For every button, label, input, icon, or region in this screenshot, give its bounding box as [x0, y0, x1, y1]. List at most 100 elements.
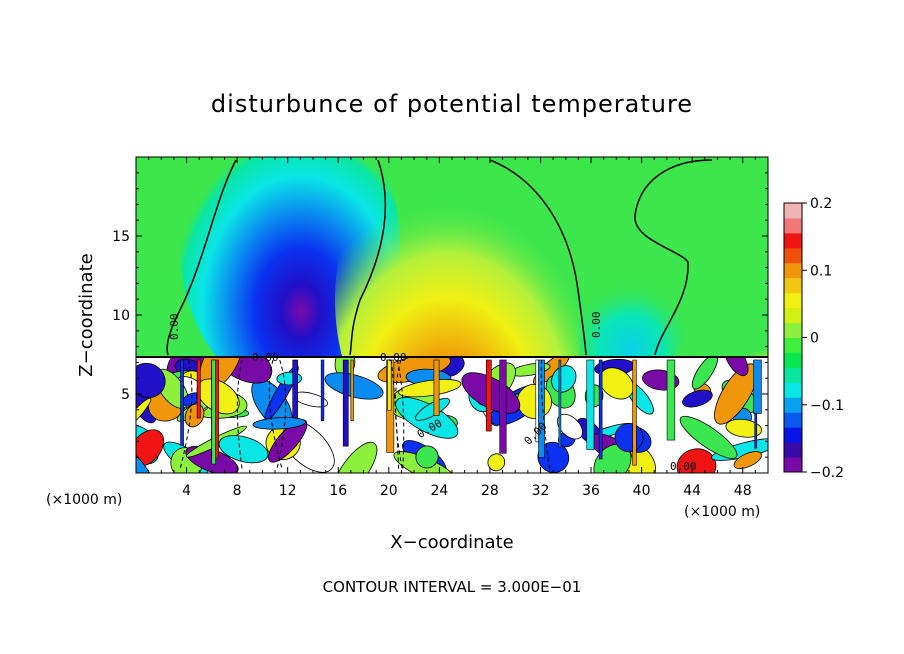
turbulent-contour — [396, 359, 405, 471]
turbulent-streak — [180, 359, 184, 446]
y-tick-label: 10 — [112, 308, 130, 324]
turbulent-cell — [398, 379, 462, 398]
x-axis: 4 8 12 16 20 24 28 32 36 40 44 48 — [148, 157, 756, 499]
colorbar-swatch — [784, 427, 802, 443]
x-tick-label: 28 — [481, 483, 499, 499]
turbulent-cell — [679, 415, 738, 459]
turbulent-layer — [136, 357, 768, 473]
x-unit-right: (×1000 m) — [684, 504, 760, 520]
turbulent-contour — [179, 359, 193, 471]
contour-label: 0.00 — [670, 460, 697, 473]
colorbar-swatch — [784, 457, 802, 473]
colorbar-ticks: 0.2 0.1 0 −0.1 −0.2 — [802, 196, 844, 481]
colorbar-swatch — [784, 322, 802, 338]
x-tick-label: 20 — [380, 483, 398, 499]
turbulent-cell — [252, 417, 306, 430]
turbulent-streak — [753, 359, 762, 414]
colorbar-tick-label: 0 — [810, 331, 819, 347]
x-tick-label: 24 — [430, 483, 448, 499]
chart-title: disturbunce of potential temperature — [211, 90, 693, 118]
turbulent-streak — [387, 359, 392, 411]
colorbar-swatch — [784, 217, 802, 234]
colorbar-swatch — [784, 412, 802, 428]
colorbar-swatch — [784, 367, 802, 383]
turbulent-streak — [666, 359, 676, 441]
turbulent-streak — [499, 359, 507, 454]
turbulent-contour — [236, 359, 243, 471]
colorbar-swatch — [784, 442, 802, 458]
contour-label: 0.00 — [590, 312, 603, 339]
turbulent-cell — [691, 357, 719, 390]
turbulent-streak — [485, 359, 492, 432]
turbulent-contour — [268, 359, 283, 471]
colorbar-swatch — [784, 337, 802, 353]
turbulent-streak — [586, 359, 595, 450]
contour-label: 0.00 — [380, 351, 407, 364]
turbulent-cell — [725, 418, 763, 438]
turbulent-cell — [487, 453, 506, 472]
turbulent-cell — [276, 371, 303, 386]
x-tick-label: 48 — [734, 483, 752, 499]
colorbar-tick-label: −0.1 — [810, 398, 844, 414]
x-tick-label: 4 — [182, 483, 191, 499]
x-axis-label: X−coordinate — [390, 532, 513, 553]
turbulent-cell — [551, 365, 577, 393]
colorbar-swatch — [784, 397, 802, 413]
turbulent-streak — [632, 359, 637, 466]
colorbar-swatch — [784, 307, 802, 324]
x-tick-label: 44 — [683, 483, 701, 499]
colorbar-tick-label: 0.2 — [810, 196, 832, 212]
contour-interval: CONTOUR INTERVAL = 3.000E−01 — [323, 578, 582, 596]
colorbar-swatch — [784, 232, 802, 249]
turbulent-streak — [292, 359, 298, 418]
turbulent-streak — [211, 359, 216, 465]
contour-label: 0.00 — [168, 314, 181, 341]
y-tick-label: 15 — [112, 229, 130, 245]
turbulent-cell — [268, 419, 308, 463]
turbulent-cell — [733, 451, 763, 469]
turbulent-streak — [598, 359, 603, 460]
turbulent-cell — [724, 357, 749, 377]
x-tick-label: 8 — [233, 483, 242, 499]
colorbar-swatch — [784, 247, 802, 264]
turbulent-streak — [558, 359, 562, 448]
turbulent-contour — [390, 359, 400, 471]
y-axis-label: Z−coordinate — [76, 253, 97, 376]
turbulent-streak — [433, 359, 440, 417]
x-tick-label: 12 — [279, 483, 297, 499]
plot-area — [136, 157, 768, 473]
turbulent-contour — [276, 359, 287, 471]
colorbar-tick-label: −0.2 — [810, 465, 844, 481]
turbulent-cell — [676, 448, 717, 473]
colorbar — [784, 203, 802, 473]
colorbar-swatch — [784, 203, 802, 219]
turbulent-cell — [218, 435, 269, 464]
turbulent-streak — [196, 359, 201, 419]
colorbar-swatch — [784, 382, 802, 398]
y-tick-label: 5 — [121, 387, 130, 403]
turbulent-streak — [342, 359, 349, 447]
colorbar-swatch — [784, 292, 802, 309]
turbulent-cell — [333, 441, 378, 473]
colorbar-swatch — [784, 352, 802, 368]
turbulent-cell — [682, 389, 713, 408]
turbulent-streak — [320, 359, 325, 422]
positive-plume — [335, 157, 585, 357]
x-unit-left: (×1000 m) — [46, 492, 122, 508]
positive-edge-region — [700, 315, 768, 357]
contour-label: 0.00 — [252, 351, 279, 364]
weak-negative-region — [575, 270, 685, 357]
turbulent-streak — [350, 359, 354, 421]
colorbar-swatch — [784, 277, 802, 294]
x-tick-label: 16 — [329, 483, 347, 499]
turbulent-cell — [136, 447, 156, 473]
y-axis: 5 10 15 — [112, 172, 768, 458]
x-tick-label: 32 — [532, 483, 550, 499]
x-tick-label: 40 — [633, 483, 651, 499]
x-tick-label: 36 — [582, 483, 600, 499]
colorbar-tick-label: 0.1 — [810, 263, 832, 279]
zero-contours-upper — [166, 159, 713, 356]
turbulent-contour — [540, 359, 551, 471]
colorbar-swatch — [784, 262, 802, 279]
